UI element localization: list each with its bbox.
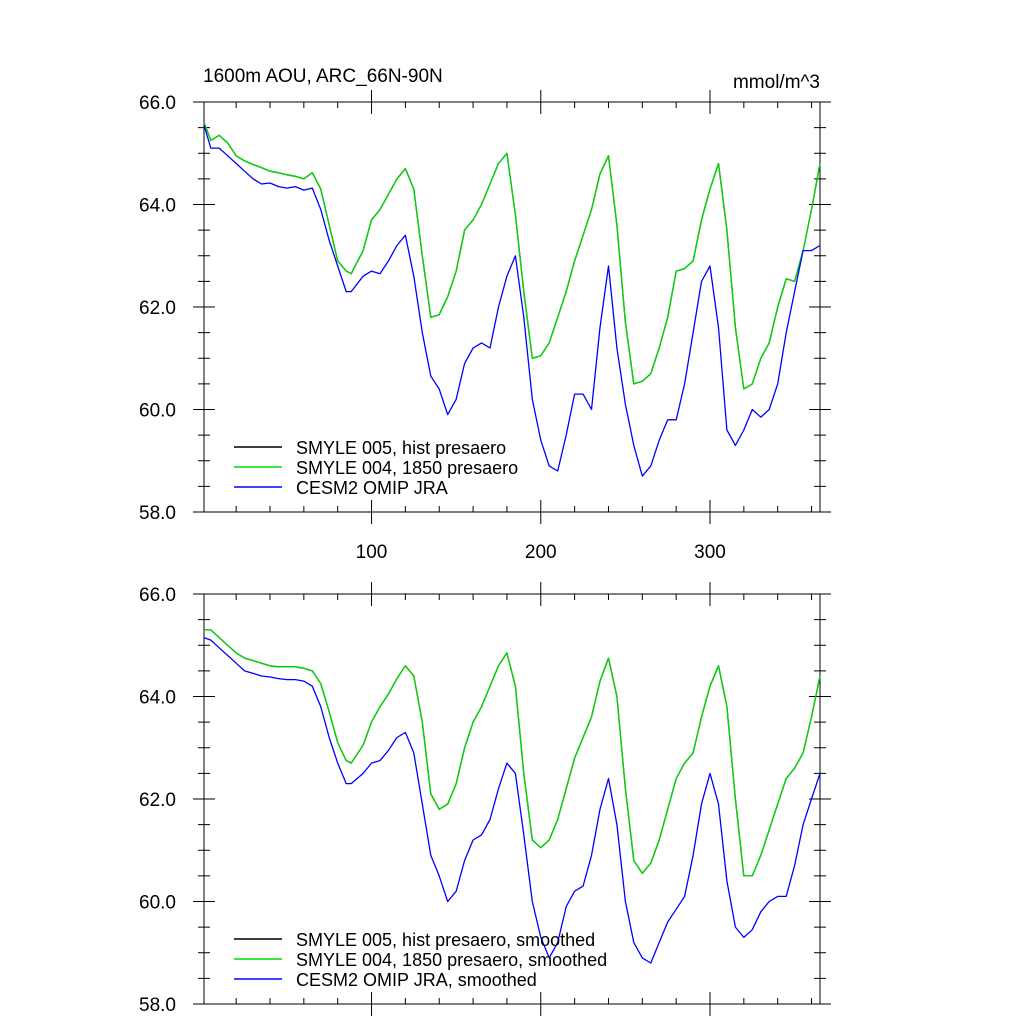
- legend-label: SMYLE 005, hist presaero, smoothed: [296, 930, 595, 950]
- chart-title: 1600m AOU, ARC_66N-90N: [203, 66, 443, 87]
- x-tick-label: 300: [694, 542, 726, 563]
- y-tick-label: 58.0: [139, 995, 176, 1016]
- x-tick-label: 100: [356, 542, 388, 563]
- series-line-2: [203, 636, 821, 964]
- y-tick-label: 58.0: [139, 503, 176, 524]
- y-tick-label: 60.0: [139, 893, 176, 914]
- legend-label: SMYLE 004, 1850 presaero: [296, 458, 518, 478]
- y-tick-label: 60.0: [139, 401, 176, 422]
- series-line-1: [203, 122, 821, 390]
- y-tick-label: 64.0: [139, 196, 176, 217]
- units-label: mmol/m^3: [733, 72, 820, 93]
- y-tick-label: 66.0: [139, 585, 176, 606]
- series-line-2: [203, 124, 821, 477]
- y-tick-label: 62.0: [139, 790, 176, 811]
- top-panel: 58.0 60.0 62.0 64.0 66.0 100 200 300 SMYLE 005, …: [139, 90, 831, 563]
- y-tick-label: 66.0: [139, 93, 176, 114]
- legend-label: CESM2 OMIP JRA: [296, 478, 448, 498]
- x-tick-label: 200: [525, 542, 557, 563]
- series-line-1: [204, 629, 821, 877]
- series-line-0: [203, 122, 821, 390]
- legend-label: SMYLE 004, 1850 presaero, smoothed: [296, 950, 607, 970]
- legend-label: CESM2 OMIP JRA, smoothed: [296, 970, 537, 990]
- y-tick-label: 64.0: [139, 688, 176, 709]
- legend-label: SMYLE 005, hist presaero: [296, 438, 506, 458]
- y-tick-label: 62.0: [139, 298, 176, 319]
- bottom-panel: 58.0 60.0 62.0 64.0 66.0 SMYLE 005, hist pres…: [139, 582, 831, 1016]
